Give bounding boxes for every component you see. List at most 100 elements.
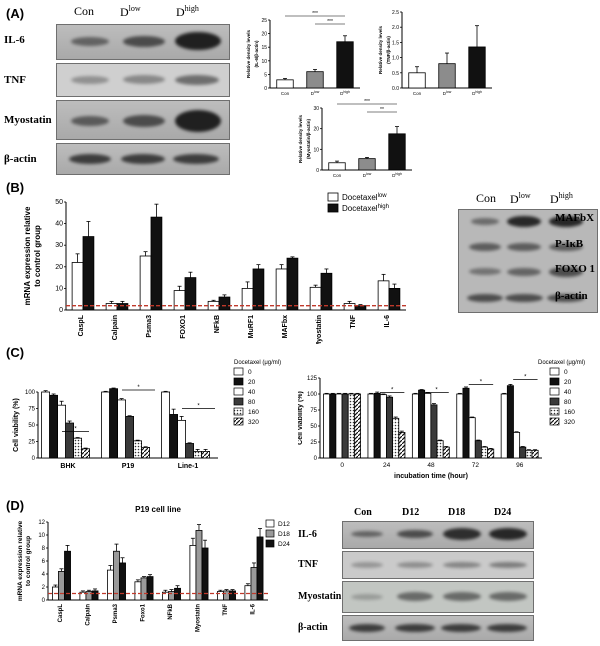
bar — [195, 530, 203, 601]
chart-c-time: 0 25 50 75 100 125 Cell viability (%) 0 24 48 72 96… — [298, 360, 585, 480]
western-blot-b: Con Dlow Dhigh — [458, 185, 598, 315]
bar — [216, 591, 224, 601]
y-tick-label: 0 — [59, 307, 63, 314]
bar — [323, 393, 331, 459]
y-axis-label: (IL-6/β-actin) — [254, 40, 259, 67]
legend-label: 0 — [248, 369, 252, 376]
sig-label: *** — [327, 19, 333, 25]
sig-label: *** — [312, 11, 318, 17]
blot-strip — [342, 551, 534, 579]
y-tick-label: 20 — [55, 264, 63, 271]
sig-label: * — [524, 375, 527, 381]
sig-label: * — [74, 427, 77, 433]
bar — [436, 440, 444, 459]
x-tick-label: MuRF1 — [248, 315, 255, 338]
bar — [306, 71, 324, 89]
x-tick-label: NFkB — [214, 315, 221, 333]
blot-row-label: Myostatin — [4, 114, 52, 126]
lane-head: Dlow — [120, 4, 141, 19]
bar — [73, 437, 82, 459]
x-tick-label: 72 — [472, 462, 480, 469]
y-axis-label: (Myostatin/β-actin) — [306, 119, 311, 159]
lane-head: Con — [354, 507, 372, 518]
legend-label: 0 — [564, 369, 568, 376]
legend-swatch — [549, 397, 560, 406]
legend-swatch — [233, 407, 244, 416]
legend-swatch — [549, 367, 560, 376]
y-tick-label: 2.5 — [392, 10, 399, 16]
lane-head: Dlow — [510, 191, 531, 206]
x-tick-label: NFkB — [168, 603, 174, 619]
y-axis-label: Cell viability (%) — [298, 391, 304, 445]
blot-row-label: β-actin — [298, 622, 328, 633]
bar — [468, 417, 476, 459]
x-tick-label: Dlow — [311, 90, 320, 96]
panel-label-b: (B) — [6, 180, 25, 195]
sig-label: ** — [380, 107, 384, 113]
panel-label-a: (A) — [6, 6, 25, 21]
legend-swatch — [327, 203, 339, 213]
legend-label: 160 — [564, 409, 575, 416]
bar — [275, 268, 288, 311]
x-tick-label: TNF — [223, 604, 229, 616]
x-tick-label: Line-1 — [178, 463, 199, 470]
legend-label: 20 — [564, 379, 572, 386]
blot-row-label: β-actin — [555, 290, 588, 302]
bar — [513, 432, 521, 459]
y-tick-label: 0 — [42, 598, 46, 604]
bar — [244, 585, 252, 601]
bar — [388, 288, 401, 311]
legend-label: 320 — [564, 419, 575, 426]
y-tick-label: 12 — [38, 520, 45, 526]
y-tick-label: 8 — [42, 546, 46, 552]
bar — [71, 262, 84, 311]
bar — [353, 393, 361, 459]
bar — [41, 391, 50, 459]
x-tick-label: Con — [413, 91, 422, 96]
bar — [430, 404, 438, 459]
chart-a-il6: 0 5 10 15 20 25 Relative density levels (IL-6/β… — [246, 11, 360, 96]
bar — [49, 394, 58, 459]
blot-row-label: β-actin — [4, 153, 37, 165]
lane-head: Con — [74, 4, 95, 18]
bar — [358, 158, 376, 171]
bar — [139, 255, 152, 311]
panel-label-d: (D) — [6, 498, 25, 513]
bar — [328, 162, 346, 171]
x-tick-label: 96 — [516, 462, 524, 469]
x-tick-label: Calpain — [85, 604, 91, 626]
bar — [185, 443, 195, 459]
x-tick-label: Dhigh — [340, 90, 350, 96]
bar — [336, 41, 354, 89]
bar — [173, 290, 186, 311]
bar — [487, 448, 495, 459]
y-tick-label: 2.0 — [392, 25, 399, 31]
bar — [140, 577, 148, 601]
y-tick-label: 0 — [316, 168, 319, 174]
bar — [133, 440, 142, 459]
x-tick-label: Dlow — [443, 90, 452, 96]
bar — [91, 590, 99, 601]
x-tick-label: MAFbx — [282, 315, 289, 338]
legend-swatch — [265, 519, 275, 528]
y-tick-label: 2 — [42, 585, 46, 591]
bar — [379, 394, 387, 459]
x-tick-label: CaspL — [78, 314, 85, 336]
y-tick-label: 125 — [307, 376, 318, 382]
bar — [329, 393, 337, 459]
lane-head: D12 — [402, 507, 420, 518]
x-tick-label: Dlow — [363, 172, 372, 178]
bar — [309, 286, 322, 311]
legend-swatch — [265, 529, 275, 538]
bar — [82, 236, 95, 311]
legend-label: D12 — [278, 521, 290, 528]
bar — [335, 393, 343, 459]
blot-row-label: Myostatin — [298, 591, 342, 602]
lane-head: D18 — [448, 507, 466, 518]
bar — [107, 569, 114, 601]
legend-label: Docetaxelhigh — [342, 204, 389, 213]
bar — [218, 296, 231, 311]
y-tick-label: 0 — [314, 456, 318, 462]
bar — [276, 79, 294, 89]
bar — [442, 446, 450, 459]
